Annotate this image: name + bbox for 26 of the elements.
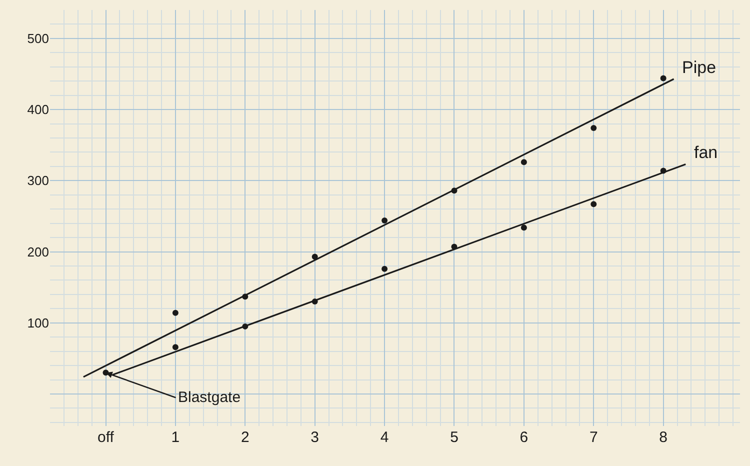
point: [660, 75, 666, 82]
point: [590, 125, 597, 132]
point: [520, 224, 527, 231]
y-tick-label: 100: [27, 315, 49, 330]
series-label: Pipe: [682, 58, 716, 77]
point: [520, 159, 527, 166]
point: [382, 266, 388, 272]
y-tick-label: 400: [27, 102, 49, 118]
x-tick-label: 2: [240, 429, 250, 446]
x-tick-label: off: [98, 429, 115, 446]
x-tick-label: 3: [310, 429, 320, 446]
point: [590, 201, 597, 208]
x-tick-label: 8: [659, 429, 668, 446]
annotation: Blastgate: [178, 389, 241, 406]
point: [382, 217, 388, 224]
series-label: fan: [694, 143, 718, 162]
y-tick-label: 500: [27, 30, 49, 46]
x-tick-label: 5: [450, 429, 458, 446]
y-tick-label: 300: [27, 173, 49, 188]
x-tick-label: 1: [171, 429, 180, 446]
point: [172, 310, 178, 316]
point: [172, 344, 178, 350]
y-tick-label: 200: [27, 244, 49, 260]
x-tick-label: 4: [380, 429, 389, 446]
x-tick-label: 7: [589, 429, 598, 446]
x-tick-label: 6: [520, 429, 528, 446]
